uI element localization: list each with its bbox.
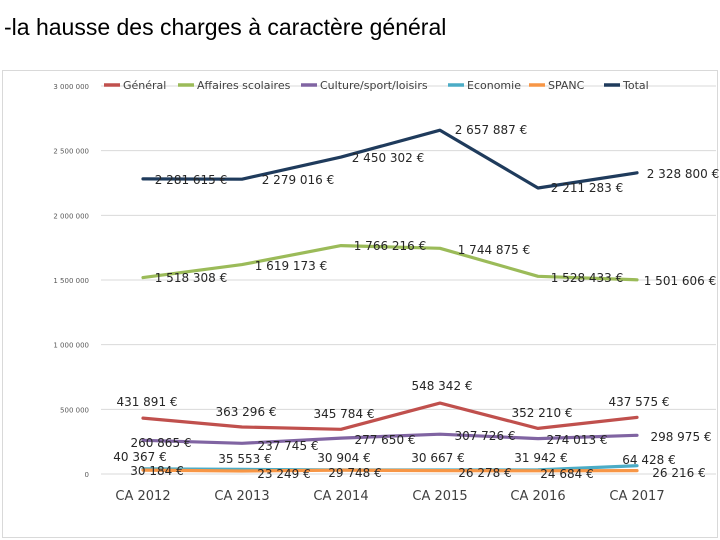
x-tick-label: CA 2012: [115, 489, 170, 504]
y-tick-label: 2 500 000: [53, 148, 89, 156]
x-tick-label: CA 2017: [609, 489, 664, 504]
data-label: 548 342 €: [411, 379, 472, 393]
data-label: 35 553 €: [218, 452, 271, 466]
data-label: 30 904 €: [317, 451, 370, 465]
data-label: 2 211 283 €: [551, 181, 624, 195]
x-tick-label: CA 2015: [412, 489, 467, 504]
x-tick-label: CA 2014: [313, 489, 368, 504]
data-label: 40 367 €: [113, 450, 166, 464]
legend-label: Economie: [467, 79, 521, 92]
x-tick-label: CA 2013: [214, 489, 269, 504]
data-label: 2 450 302 €: [352, 151, 425, 165]
data-label: 31 942 €: [514, 451, 567, 465]
series-line: [141, 244, 639, 282]
legend-label: Général: [123, 79, 166, 92]
data-label: 2 657 887 €: [455, 123, 528, 137]
series-line: [141, 401, 639, 431]
series-line: [141, 468, 639, 473]
data-label: 2 328 800 €: [647, 167, 719, 181]
y-tick-label: 2 000 000: [53, 212, 89, 220]
y-tick-label: 1 000 000: [53, 342, 89, 350]
data-label: 1 501 606 €: [644, 274, 717, 288]
data-label: 30 184 €: [130, 464, 183, 478]
y-tick-label: 500 000: [60, 406, 89, 414]
y-tick-label: 3 000 000: [53, 83, 89, 91]
data-label: 431 891 €: [116, 395, 177, 409]
data-label: 345 784 €: [313, 407, 374, 421]
data-label: 2 279 016 €: [262, 173, 335, 187]
data-label: 26 278 €: [458, 466, 511, 480]
data-label: 1 619 173 €: [255, 259, 328, 273]
data-label: 1 744 875 €: [458, 243, 531, 257]
data-label: 24 684 €: [540, 467, 593, 481]
data-label: 26 216 €: [652, 466, 705, 480]
x-tick-label: CA 2016: [510, 489, 565, 504]
y-tick-label: 0: [85, 471, 89, 479]
y-tick-label: 1 500 000: [53, 277, 89, 285]
data-label: 1 766 216 €: [354, 239, 427, 253]
data-label: 64 428 €: [622, 453, 675, 467]
legend-label: Culture/sport/loisirs: [320, 79, 428, 92]
line-chart: 0 500 000 1 000 000 1 500 000 2 000 000 2 500…: [53, 79, 719, 504]
slide-title: -la hausse des charges à caractère génér…: [4, 14, 447, 40]
series-line: [141, 432, 639, 445]
data-label: 437 575 €: [608, 395, 669, 409]
data-label: 23 249 €: [257, 467, 310, 481]
legend-label: Total: [622, 79, 649, 92]
data-label: 29 748 €: [328, 466, 381, 480]
data-label: 298 975 €: [650, 430, 711, 444]
data-label: 30 667 €: [411, 451, 464, 465]
data-label: 2 281 615 €: [155, 173, 228, 187]
data-label: 1 518 308 €: [155, 271, 228, 285]
legend-label: SPANC: [548, 79, 585, 92]
series-line: [141, 128, 639, 190]
data-label: 274 013 €: [546, 433, 607, 447]
data-label: 277 650 €: [354, 433, 415, 447]
data-label: 352 210 €: [511, 406, 572, 420]
data-label: 237 745 €: [257, 439, 318, 453]
data-label: 307 726 €: [454, 429, 515, 443]
data-label: 1 528 433 €: [551, 271, 624, 285]
chart-frame: 0 500 000 1 000 000 1 500 000 2 000 000 2 500…: [2, 70, 719, 538]
legend-label: Affaires scolaires: [197, 79, 291, 92]
data-label: 260 865 €: [130, 436, 191, 450]
data-label: 363 296 €: [215, 405, 276, 419]
